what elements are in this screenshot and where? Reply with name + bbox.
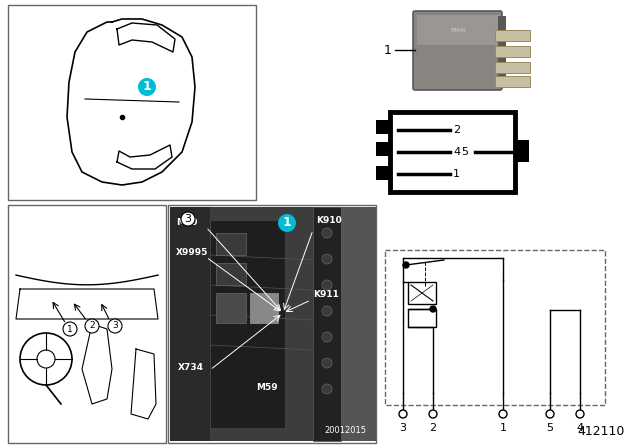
Text: X9995: X9995 [176,248,209,257]
Text: 1: 1 [499,423,506,433]
Circle shape [546,410,554,418]
Text: 5: 5 [547,423,554,433]
Text: 1: 1 [453,169,460,179]
Circle shape [322,358,332,368]
Bar [498,16,506,86]
Text: X734: X734 [178,363,204,372]
Text: 2: 2 [453,125,460,135]
Bar [216,263,246,285]
Bar [170,207,210,441]
Text: 1: 1 [384,43,392,56]
Text: 3: 3 [184,214,191,224]
Bar [376,120,390,134]
Circle shape [429,410,437,418]
Bar [417,15,500,45]
Bar [250,293,278,323]
Text: 3: 3 [112,322,118,331]
Text: 4: 4 [453,147,460,157]
Circle shape [322,384,332,394]
Bar [376,166,390,180]
Text: 5: 5 [461,147,468,157]
Bar [376,142,390,156]
Bar [313,207,341,441]
Text: 1: 1 [283,216,291,229]
Circle shape [576,410,584,418]
Text: M59: M59 [256,383,278,392]
Circle shape [278,214,296,232]
Bar [495,30,530,41]
Bar [8,5,256,200]
Bar [408,309,436,327]
Bar [495,46,530,57]
Circle shape [322,306,332,316]
Bar [341,207,376,441]
Circle shape [85,319,99,333]
Circle shape [322,280,332,290]
Circle shape [322,228,332,238]
Bar [170,207,374,441]
Bar [168,205,376,443]
Circle shape [399,410,407,418]
Text: BMW: BMW [450,27,466,33]
Bar [408,282,436,304]
Circle shape [322,332,332,342]
Text: 1: 1 [143,81,152,94]
Text: M60: M60 [176,218,197,227]
Text: 2: 2 [89,322,95,331]
Text: K910: K910 [316,216,342,225]
Circle shape [499,410,507,418]
Text: 3: 3 [399,423,406,433]
Text: 20012015: 20012015 [324,426,366,435]
Bar [390,112,515,192]
Bar [385,250,605,405]
Circle shape [403,262,409,268]
Circle shape [181,212,195,226]
Text: 4: 4 [577,423,584,433]
Text: 412110: 412110 [578,425,625,438]
Circle shape [322,254,332,264]
Circle shape [138,78,156,96]
Bar [8,205,166,443]
Circle shape [430,306,436,312]
Bar [216,233,246,255]
Text: 3: 3 [521,147,528,157]
Bar [495,62,530,73]
Circle shape [108,319,122,333]
Bar [210,220,285,428]
Circle shape [63,322,77,336]
Bar [216,293,246,323]
Text: K911: K911 [313,290,339,299]
Bar [515,140,529,162]
Bar [495,76,530,87]
Text: 1: 1 [67,324,73,333]
Text: 2: 2 [429,423,436,433]
FancyBboxPatch shape [413,11,502,90]
